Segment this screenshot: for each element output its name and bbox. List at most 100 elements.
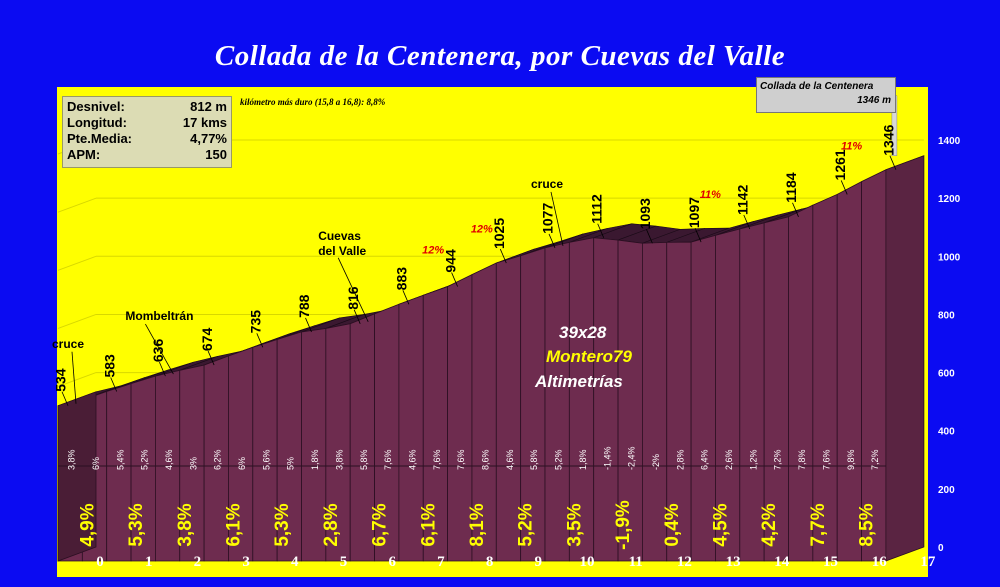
altitude-label: 636 bbox=[150, 339, 166, 363]
stat-label: Pte.Media: bbox=[67, 131, 133, 146]
altitude-label: 883 bbox=[394, 267, 410, 291]
stat-row-longitud: Longitud: 17 kms bbox=[67, 115, 227, 131]
y-tick-label: 400 bbox=[938, 427, 955, 438]
summit-altitude: 1346 m bbox=[857, 95, 891, 106]
half-km-gradient-label: 5,4% bbox=[115, 449, 125, 470]
x-tick-label: 12 bbox=[677, 554, 692, 570]
half-km-gradient-label: 5,8% bbox=[529, 449, 539, 470]
altitude-label: 674 bbox=[199, 327, 215, 351]
km-gradient-label: 8,5% bbox=[857, 503, 878, 546]
km-gradient-label: 5,3% bbox=[272, 503, 293, 546]
x-tick-label: 6 bbox=[388, 554, 396, 570]
place-label: cruce bbox=[52, 337, 84, 351]
km-gradient-label: 5,3% bbox=[126, 503, 147, 546]
x-tick-label: 11 bbox=[629, 554, 643, 570]
x-tick-label: 15 bbox=[823, 554, 838, 570]
x-tick-label: 2 bbox=[194, 554, 202, 570]
y-tick-label: 1200 bbox=[938, 194, 961, 205]
altitude-label: 1142 bbox=[735, 184, 751, 215]
place-label: del Valle bbox=[318, 244, 366, 258]
half-km-gradient-label: 7,6% bbox=[383, 449, 393, 470]
altitude-leader bbox=[61, 391, 69, 406]
half-km-gradient-label: -2% bbox=[651, 454, 661, 470]
km-gradient-label: 6,1% bbox=[418, 503, 439, 546]
altitude-label: 1025 bbox=[491, 218, 507, 249]
half-km-gradient-label: 7,2% bbox=[773, 449, 783, 470]
y-tick-label: 600 bbox=[938, 369, 955, 380]
stat-label: Longitud: bbox=[67, 115, 127, 130]
altitude-label: 1261 bbox=[832, 149, 848, 180]
half-km-gradient-label: 2,6% bbox=[724, 449, 734, 470]
km-gradient-label: 4,2% bbox=[759, 503, 780, 546]
altitude-leader bbox=[256, 333, 264, 348]
half-km-gradient-label: -2,4% bbox=[627, 446, 637, 470]
half-km-gradient-label: 7,6% bbox=[821, 449, 831, 470]
half-km-gradient-label: 7,8% bbox=[797, 449, 807, 470]
altitude-leader bbox=[499, 248, 507, 264]
x-tick-label: 1 bbox=[145, 554, 153, 570]
y-tick-label: 1000 bbox=[938, 252, 961, 263]
x-tick-label: 8 bbox=[486, 554, 494, 570]
steep-label: 11% bbox=[841, 140, 862, 152]
column-side bbox=[885, 155, 925, 562]
half-km-gradient-label: 4,6% bbox=[164, 449, 174, 470]
y-tick-label: 800 bbox=[938, 310, 955, 321]
altitude-label: 735 bbox=[248, 310, 264, 334]
x-tick-label: 13 bbox=[726, 554, 741, 570]
place-label: Cuevas bbox=[318, 229, 361, 243]
half-km-gradient-label: 2,8% bbox=[675, 449, 685, 470]
altitude-leader bbox=[889, 155, 897, 170]
x-tick-label: 7 bbox=[437, 554, 445, 570]
altitude-label: 1184 bbox=[783, 172, 799, 203]
grid-diagonal bbox=[57, 197, 97, 213]
altitude-label: 1112 bbox=[588, 194, 604, 224]
altitude-label: 1097 bbox=[686, 197, 702, 228]
km-gradient-label: -1,9% bbox=[613, 500, 634, 550]
place-leader bbox=[550, 191, 564, 247]
profile-columns bbox=[57, 95, 925, 562]
stat-row-desnivel: Desnivel: 812 m bbox=[67, 99, 227, 115]
summit-name: Collada de la Centenera bbox=[760, 81, 874, 92]
stats-box: Desnivel: 812 m Longitud: 17 kms Pte.Med… bbox=[62, 96, 232, 168]
half-km-gradient-label: 4,6% bbox=[505, 449, 515, 470]
altitude-label: 1346 bbox=[881, 124, 897, 155]
half-km-gradient-label: 1,8% bbox=[310, 449, 320, 470]
steep-label: 12% bbox=[471, 223, 493, 235]
axes: 0 1 2 3 4 5 6 7 8 9 10 11 12 13 14 15 16 1702004006008001… bbox=[96, 136, 960, 570]
half-km-gradient-label: 5,6% bbox=[261, 449, 271, 470]
altitude-leader bbox=[597, 223, 605, 238]
altitude-leader bbox=[402, 290, 410, 305]
stat-value: 17 kms bbox=[182, 115, 227, 130]
km-gradient-label: 6,7% bbox=[370, 503, 391, 546]
half-km-gradient-label: 6,4% bbox=[700, 449, 710, 470]
half-km-gradient-label: 7,6% bbox=[432, 449, 442, 470]
place-leader bbox=[145, 323, 174, 375]
half-km-gradient-label: 1,2% bbox=[748, 449, 758, 470]
x-tick-label: 3 bbox=[242, 554, 250, 570]
half-km-gradient-label: 9,8% bbox=[846, 449, 856, 470]
altitude-label: 788 bbox=[296, 294, 312, 318]
half-km-gradient-label: 3,8% bbox=[67, 449, 77, 470]
km-gradient-label: 4,9% bbox=[77, 503, 98, 546]
half-km-gradient-label: 1,8% bbox=[578, 449, 588, 470]
half-km-gradient-label: -1,4% bbox=[602, 446, 612, 470]
place-label: cruce bbox=[531, 177, 563, 191]
hardest-km-note: kilómetro más duro (15,8 a 16,8): 8,8% bbox=[240, 97, 386, 107]
altitude-leader bbox=[792, 202, 799, 217]
y-tick-label: 1400 bbox=[938, 136, 961, 147]
altitude-leader bbox=[743, 214, 751, 230]
stat-value: 812 m bbox=[190, 99, 227, 114]
altitude-leader bbox=[646, 229, 653, 244]
altitude-leader bbox=[305, 317, 312, 333]
km-gradient-label: 5,2% bbox=[516, 503, 537, 546]
x-tick-label: 5 bbox=[340, 554, 348, 570]
altitude-label: 944 bbox=[442, 249, 458, 273]
half-km-gradient-label: 5,2% bbox=[140, 449, 150, 470]
brand-line-3: Altimetrías bbox=[535, 372, 623, 391]
y-tick-label: 0 bbox=[938, 543, 944, 554]
altitude-leader bbox=[694, 227, 702, 243]
y-tick-label: 200 bbox=[938, 485, 955, 496]
half-km-gradient-label: 6% bbox=[237, 457, 247, 470]
half-km-gradient-label: 7,6% bbox=[456, 449, 466, 470]
